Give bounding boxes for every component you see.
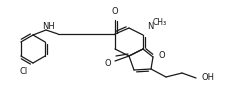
Text: O: O [104,59,111,68]
Text: O: O [158,52,165,61]
Text: NH: NH [42,22,55,31]
Text: O: O [112,7,118,16]
Text: Cl: Cl [20,67,28,76]
Text: CH₃: CH₃ [153,18,167,27]
Text: OH: OH [201,73,214,82]
Text: N: N [147,22,153,31]
